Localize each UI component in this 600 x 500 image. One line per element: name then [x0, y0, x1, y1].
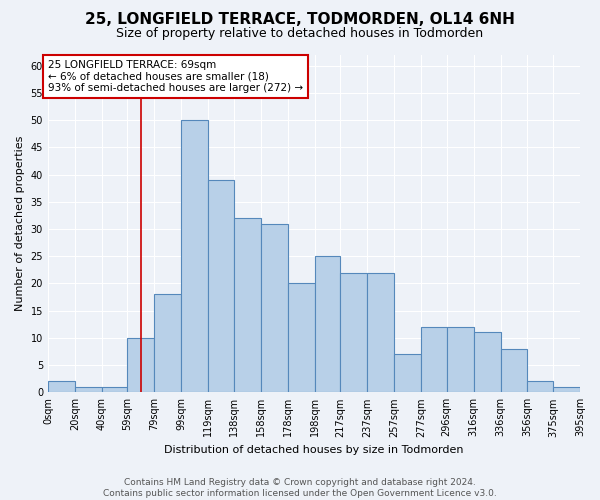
- Text: 25, LONGFIELD TERRACE, TODMORDEN, OL14 6NH: 25, LONGFIELD TERRACE, TODMORDEN, OL14 6…: [85, 12, 515, 28]
- Bar: [154, 294, 181, 392]
- Bar: [102, 387, 127, 392]
- Text: 25 LONGFIELD TERRACE: 69sqm
← 6% of detached houses are smaller (18)
93% of semi: 25 LONGFIELD TERRACE: 69sqm ← 6% of deta…: [48, 60, 303, 94]
- Bar: [340, 272, 367, 392]
- Bar: [500, 349, 527, 393]
- Bar: [421, 327, 446, 392]
- Bar: [553, 387, 580, 392]
- Bar: [527, 382, 553, 392]
- Bar: [287, 284, 314, 393]
- Bar: [446, 327, 473, 392]
- Bar: [261, 224, 287, 392]
- X-axis label: Distribution of detached houses by size in Todmorden: Distribution of detached houses by size …: [164, 445, 464, 455]
- Text: Contains HM Land Registry data © Crown copyright and database right 2024.
Contai: Contains HM Land Registry data © Crown c…: [103, 478, 497, 498]
- Bar: [473, 332, 500, 392]
- Bar: [48, 382, 75, 392]
- Bar: [394, 354, 421, 393]
- Bar: [181, 120, 208, 392]
- Bar: [208, 180, 234, 392]
- Bar: [75, 387, 102, 392]
- Text: Size of property relative to detached houses in Todmorden: Size of property relative to detached ho…: [116, 28, 484, 40]
- Bar: [314, 256, 340, 392]
- Y-axis label: Number of detached properties: Number of detached properties: [15, 136, 25, 312]
- Bar: [127, 338, 154, 392]
- Bar: [367, 272, 394, 392]
- Bar: [234, 218, 261, 392]
